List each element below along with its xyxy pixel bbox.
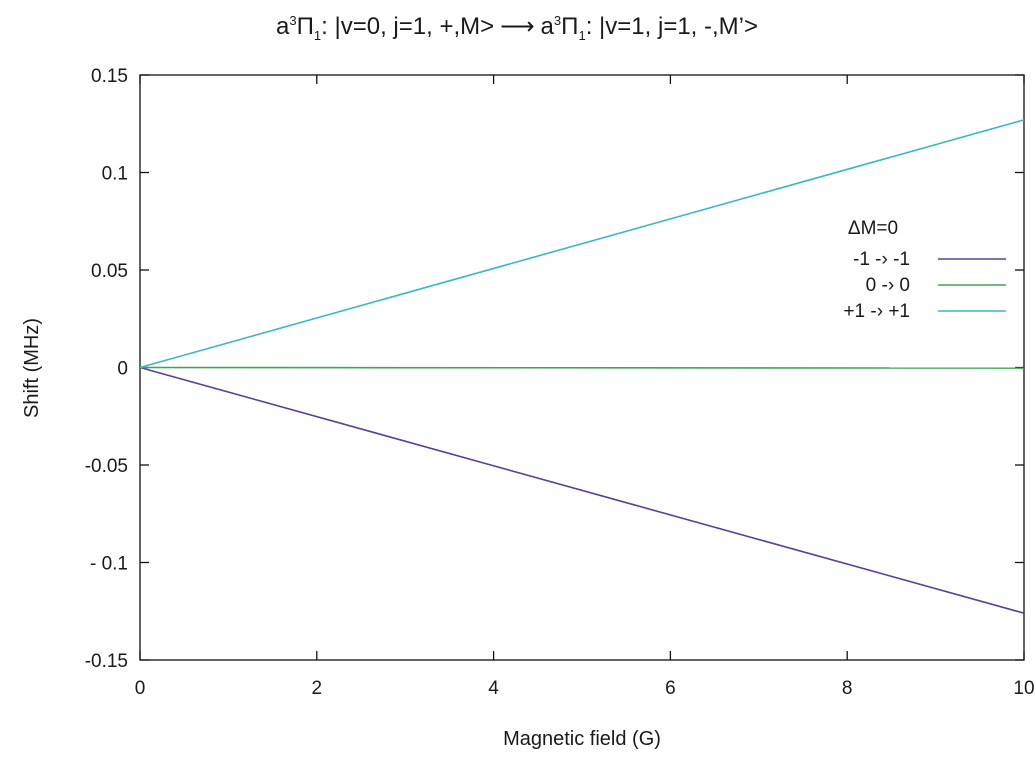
title-right-sup: 3 (554, 13, 561, 28)
series-line-2 (139, 366, 1025, 369)
y-tick-label: 0.05 (91, 261, 128, 282)
x-axis-label: Magnetic field (G) (503, 728, 661, 750)
title-left-sub: 1 (314, 28, 321, 43)
y-tick-label: 0.15 (91, 66, 128, 87)
x-tick-label: 2 (312, 678, 323, 699)
series-lines (139, 119, 1025, 614)
legend: ΔM=0 -1 -› -1 0 -› 0 +1 -› +1 (843, 218, 1006, 322)
x-tick-label: 6 (665, 678, 676, 699)
legend-title: ΔM=0 (848, 218, 898, 239)
title-left-prefix: a (276, 13, 290, 40)
y-tick-label: - 0.1 (90, 554, 128, 575)
title-left-rest: : |v=0, j=1, +,M> (321, 13, 494, 40)
series-line-3 (139, 119, 1025, 369)
x-tick-label: 8 (842, 678, 853, 699)
y-tick-label: 0.1 (102, 164, 128, 185)
x-tick-label: 4 (488, 678, 499, 699)
legend-label-1: -1 -› -1 (853, 249, 910, 270)
title-right-rest: : |v=1, j=1, -,M’> (586, 13, 758, 40)
axis-tick-labels: 0 2 4 6 8 10 -0.15 - 0.1 -0.05 0 0.05 0.1 0.15 (85, 66, 1035, 699)
axis-ticks (139, 74, 1025, 661)
series-line-1 (139, 366, 1025, 614)
title-arrow: ⟶ (500, 13, 534, 40)
chart-title: a3Π1: |v=0, j=1, +,M> ⟶ a3Π1: |v=1, j=1, -… (276, 13, 758, 43)
y-tick-label: 0 (117, 359, 128, 380)
title-left-sup: 3 (289, 13, 296, 28)
x-tick-label: 10 (1013, 678, 1034, 699)
y-tick-label: -0.05 (85, 456, 128, 477)
title-left-symbol: Π (297, 13, 314, 40)
y-tick-label: -0.15 (85, 651, 128, 672)
title-right-sub: 1 (578, 28, 585, 43)
y-axis-label: Shift (MHz) (21, 318, 43, 418)
legend-label-3: +1 -› +1 (843, 301, 910, 322)
title-right-symbol: Π (561, 13, 578, 40)
legend-label-2: 0 -› 0 (866, 275, 910, 296)
title-right-prefix: a (541, 13, 555, 40)
x-tick-label: 0 (135, 678, 146, 699)
